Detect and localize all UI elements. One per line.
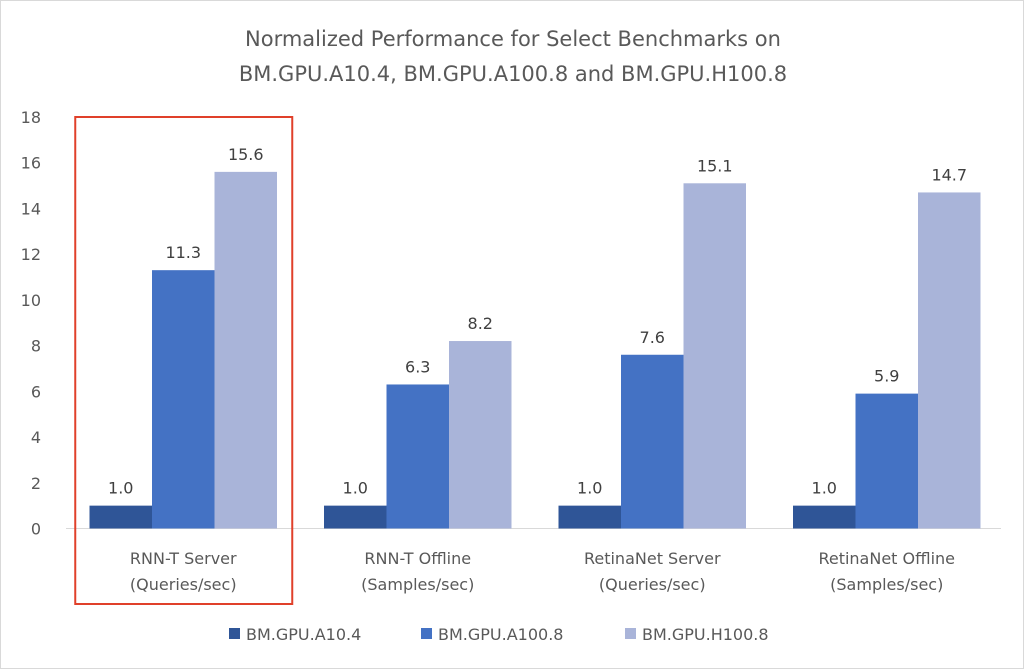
y-tick-label: 6	[31, 382, 41, 401]
data-label: 1.0	[343, 479, 368, 498]
bar	[855, 393, 918, 529]
legend-swatch	[229, 628, 240, 639]
category-label: (Samples/sec)	[830, 575, 943, 594]
y-tick-label: 16	[21, 154, 41, 173]
data-label: 1.0	[108, 479, 133, 498]
bar	[449, 341, 512, 529]
bar	[558, 505, 621, 529]
y-tick-label: 18	[21, 108, 41, 127]
bar	[324, 505, 387, 529]
y-tick-label: 14	[21, 199, 41, 218]
y-tick-label: 0	[31, 520, 41, 539]
y-tick-label: 12	[21, 245, 41, 264]
y-tick-label: 10	[21, 291, 41, 310]
data-label: 14.7	[931, 165, 967, 184]
category-label: (Queries/sec)	[599, 575, 706, 594]
data-label: 8.2	[468, 314, 493, 333]
bar	[621, 354, 684, 529]
bar	[152, 270, 215, 529]
chart-title-line-1: Normalized Performance for Select Benchm…	[245, 27, 781, 51]
data-label: 1.0	[812, 479, 837, 498]
category-label: RNN-T Server	[130, 549, 237, 568]
y-tick-label: 2	[31, 474, 41, 493]
legend-label: BM.GPU.H100.8	[642, 625, 769, 644]
y-tick-label: 4	[31, 428, 41, 447]
data-label: 7.6	[640, 328, 665, 347]
data-label: 6.3	[405, 357, 430, 376]
category-label: (Queries/sec)	[130, 575, 237, 594]
bar	[214, 171, 277, 529]
legend-swatch	[625, 628, 636, 639]
highlight-box	[74, 116, 294, 605]
data-label: 15.1	[697, 156, 733, 175]
bar	[89, 505, 152, 529]
bar	[386, 384, 449, 529]
legend-label: BM.GPU.A10.4	[246, 625, 361, 644]
chart-title-line-2: BM.GPU.A10.4, BM.GPU.A100.8 and BM.GPU.H…	[239, 62, 787, 86]
bar	[683, 183, 746, 529]
data-label: 5.9	[874, 367, 899, 386]
legend-swatch	[421, 628, 432, 639]
bar	[918, 192, 981, 529]
category-label: (Samples/sec)	[361, 575, 474, 594]
y-tick-label: 8	[31, 337, 41, 356]
category-label: RetinaNet Offline	[818, 549, 955, 568]
data-label: 15.6	[228, 145, 264, 164]
category-label: RetinaNet Server	[584, 549, 721, 568]
category-label: RNN-T Offline	[364, 549, 471, 568]
bar	[793, 505, 856, 529]
data-label: 1.0	[577, 479, 602, 498]
data-label: 11.3	[165, 243, 201, 262]
legend-label: BM.GPU.A100.8	[438, 625, 563, 644]
